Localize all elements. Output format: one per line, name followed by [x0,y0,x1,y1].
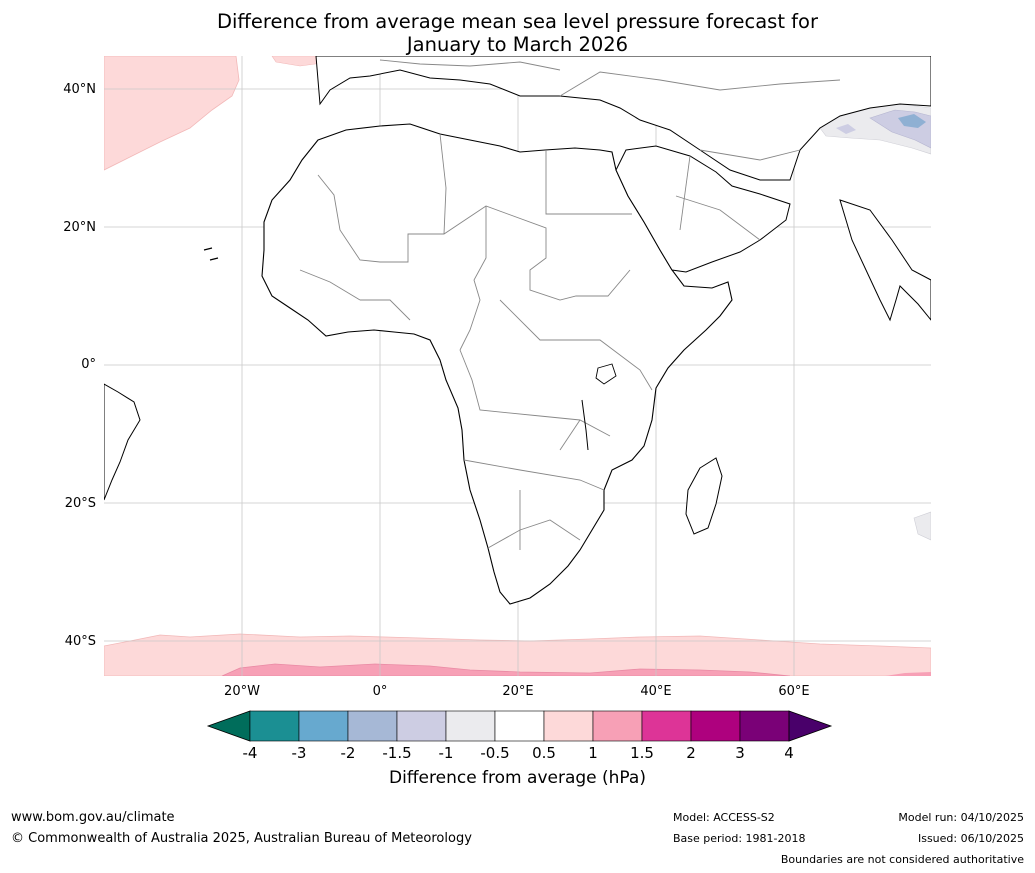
lon-label-60e: 60°E [778,684,810,699]
colorbar-tick-7: 1 [588,744,598,762]
title-line-2: January to March 2026 [406,33,629,56]
footer-disclaimer: Boundaries are not considered authoritat… [780,853,1024,866]
colorbar-over-triangle [788,710,833,742]
lake-tanganyika [581,399,589,451]
colorbar-swatch-8 [641,710,692,742]
colorbar-swatch-10 [739,710,790,742]
arabian-peninsula [615,145,791,273]
lon-label-40e: 40°E [640,684,672,699]
lat-label-20s: 20°S [64,496,96,511]
madagascar [685,457,723,535]
colorbar-swatch-3 [396,710,447,742]
colorbar-swatch-1 [298,710,349,742]
colorbar [206,710,833,742]
anomaly-positive-northwest [104,56,240,171]
colorbar-swatch-5 [494,710,545,742]
footer-model: Model: ACCESS-S2 [673,811,775,824]
indian-subcontinent [839,199,931,322]
colorbar-tick-4: -1 [438,744,454,762]
footer-copyright: © Commonwealth of Australia 2025, Austra… [11,831,472,846]
colorbar-tick-10: 3 [735,744,745,762]
colorbar-label: Difference from average (hPa) [389,768,646,788]
anomaly-strong-positive-southeast [885,672,931,676]
colorbar-swatch-4 [445,710,496,742]
lat-label-40s: 40°S [64,634,96,649]
lon-label-20w: 20°W [224,684,260,699]
map-area [104,56,931,676]
canary-islands [203,247,219,261]
anomaly-strong-positive-southern-band [221,663,791,676]
colorbar-swatch-2 [347,710,398,742]
colorbar-tick-2: -2 [340,744,356,762]
colorbar-tick-0: -4 [242,744,258,762]
anomaly-negative-southeast [913,511,931,541]
lon-label-0: 0° [372,684,388,699]
footer-base-period: Base period: 1981-2018 [673,832,806,845]
colorbar-swatch-0 [249,710,300,742]
colorbar-tick-11: 4 [784,744,794,762]
colorbar-tick-1: -3 [291,744,307,762]
chart-title: Difference from average mean sea level p… [0,10,1035,56]
colorbar-tick-8: 1.5 [630,744,654,762]
colorbar-swatch-9 [690,710,741,742]
eurasia-north [315,56,931,181]
title-line-1: Difference from average mean sea level p… [217,10,818,33]
south-america-edge [104,383,141,501]
lake-victoria [595,363,617,385]
colorbar-tick-3: -1.5 [382,744,412,762]
anomaly-positive-southern-band [104,633,931,676]
footer-website: www.bom.gov.au/climate [11,810,175,825]
colorbar-tick-6: 0.5 [532,744,556,762]
footer-issued: Issued: 06/10/2025 [917,832,1024,845]
colorbar-swatch-7 [592,710,643,742]
lat-label-equator: 0° [81,357,96,372]
anomaly-negative-tibet-core [898,114,926,128]
footer-model-run: Model run: 04/10/2025 [898,811,1024,824]
colorbar-under-triangle [206,710,251,742]
colorbar-tick-9: 2 [686,744,696,762]
lat-label-20n: 20°N [63,220,96,235]
colorbar-tick-5: -0.5 [480,744,510,762]
lon-label-20e: 20°E [502,684,534,699]
africa-coastline [261,123,733,605]
anomaly-negative-west-tibet [836,124,856,134]
lat-label-40n: 40°N [63,82,96,97]
colorbar-swatch-6 [543,710,594,742]
